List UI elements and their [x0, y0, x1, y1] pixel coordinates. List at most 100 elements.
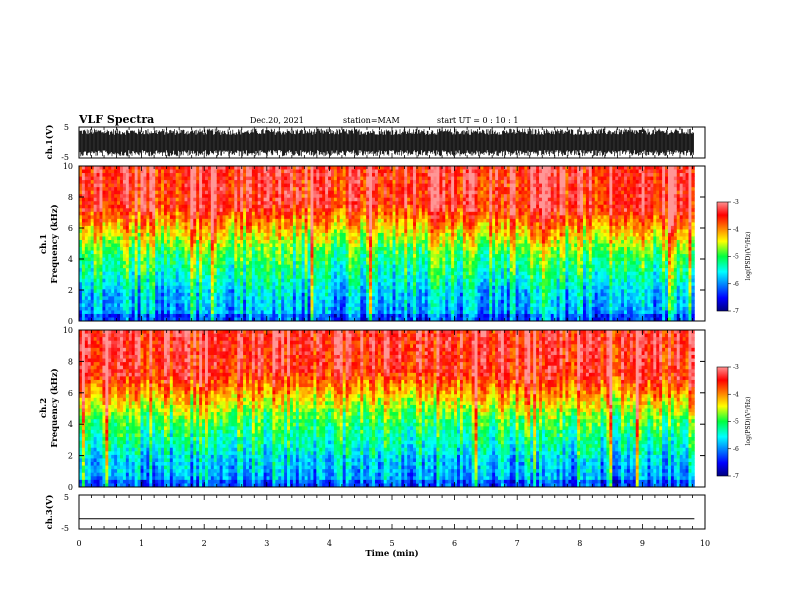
ch1-spectrogram-cell	[225, 306, 229, 311]
ch1-spectrogram-cell	[243, 169, 247, 174]
ch1-spectrogram-cell	[108, 201, 112, 206]
ch1-spectrogram-cell	[155, 306, 159, 311]
ch1-spectrogram-cell	[134, 261, 139, 266]
ch1-spectrogram-cell	[178, 232, 182, 237]
ch1-spectrogram-cell	[205, 187, 209, 192]
ch1-spectrogram-cell	[137, 275, 141, 280]
ch1-spectrogram-cell	[117, 303, 121, 308]
ch1-spectrogram-cell	[316, 197, 320, 202]
ch1-spectrogram-cell	[257, 180, 262, 185]
ch1-spectrogram-cell	[202, 218, 206, 223]
ch1-spectrogram-cell	[240, 197, 244, 202]
ch1-spectrogram-cell	[205, 268, 209, 273]
ch1-spectrogram-cell	[196, 201, 200, 206]
ch1-spectrogram-cell	[114, 204, 118, 209]
ch1-spectrogram-cell	[219, 310, 223, 315]
ch1-spectrogram-cell	[122, 222, 127, 227]
ch1-spectrogram-cell	[401, 243, 405, 248]
ch1-spectrogram-cell	[257, 166, 262, 170]
ch1-spectrogram-cell	[248, 211, 253, 216]
ch1-spectrogram-cell	[108, 215, 112, 220]
ch1-spectrogram-cell	[184, 278, 188, 283]
ch1-spectrogram-cell	[190, 218, 194, 223]
ch1-spectrogram-cell	[155, 285, 159, 290]
ch1-spectrogram-cell	[392, 275, 396, 280]
ch1-spectrogram-cell	[202, 197, 206, 202]
ch1-spectrogram-cell	[134, 225, 139, 230]
ch1-spectrogram-cell	[234, 204, 238, 209]
ch1-spectrogram-cell	[152, 176, 156, 181]
ch1-spectrogram-cell	[81, 282, 86, 287]
ch1-spectrogram-cell	[187, 317, 191, 321]
ch1-spectrogram-cell	[134, 275, 139, 280]
ch1-spectrogram-cell	[163, 268, 168, 273]
ch1-spectrogram-cell	[146, 194, 150, 199]
ch1-spectrogram-cell	[166, 271, 171, 276]
ch1-spectrogram-cell	[102, 289, 106, 294]
ch1-spectrogram-cell	[134, 169, 139, 174]
ch1-spectrogram-cell	[134, 201, 139, 206]
ch1-spectrogram-cell	[152, 169, 156, 174]
ch1-spectrogram-cell	[111, 264, 115, 269]
ch1-spectrogram-cell	[84, 208, 89, 213]
ch1-spectrogram-cell	[366, 313, 370, 318]
ch1-spectrogram-cell	[263, 285, 267, 290]
ch1-spectrogram-cell	[222, 183, 226, 188]
ch1-spectrogram-cell	[175, 173, 180, 177]
ch1-spectrogram-cell	[81, 278, 86, 283]
ch1-spectrogram-cell	[175, 180, 180, 185]
ch1-spectrogram-cell	[222, 218, 226, 223]
ch1-spectrogram-cell	[169, 225, 174, 230]
ch1-spectrogram-cell	[377, 243, 382, 248]
ch1-spectrogram-cell	[319, 236, 323, 241]
ch1-spectrogram-cell	[166, 183, 171, 188]
ch1-spectrogram-cell	[386, 215, 391, 220]
ch1-spectrogram-cell	[289, 232, 294, 237]
ch1-spectrogram-cell	[316, 183, 320, 188]
ch1-spectrogram-cell	[84, 250, 89, 255]
ch1-spectrogram-cell	[228, 264, 232, 269]
ch1-spectrogram-cell	[169, 278, 174, 283]
ch1-spectrogram-cell	[357, 201, 361, 206]
ch1-spectrogram-cell	[257, 289, 262, 294]
ch1-spectrogram-cell	[383, 166, 388, 170]
ch1-spectrogram-cell	[84, 169, 89, 174]
ch1-spectrogram-cell	[128, 180, 133, 185]
ch1-spectrogram-cell	[111, 285, 115, 290]
ch1-spectrogram-cell	[114, 211, 118, 216]
ch1-spectrogram-cell	[216, 169, 221, 174]
ch1-spectrogram-cell	[213, 204, 218, 209]
ch1-spectrogram-cell	[372, 310, 376, 315]
ch1-spectrogram-cell	[225, 254, 229, 258]
ch1-spectrogram-cell	[345, 194, 349, 199]
ch1-spectrogram-cell	[166, 229, 171, 234]
ch1-spectrogram-cell	[319, 232, 323, 237]
ch1-spectrogram-cell	[310, 247, 314, 251]
ch1-spectrogram-cell	[360, 176, 364, 181]
ch1-spectrogram-cell	[404, 211, 408, 216]
ch1-spectrogram-cell	[137, 215, 141, 220]
ch1-spectrogram-cell	[149, 299, 153, 304]
ch1-spectrogram-cell	[228, 306, 232, 311]
ch1-spectrogram-cell	[348, 310, 352, 315]
ch1-spectrogram-cell	[251, 278, 256, 283]
ch1-spectrogram-cell	[395, 257, 399, 262]
ch1-spectrogram-cell	[401, 225, 405, 230]
ch1-spectrogram-cell	[96, 310, 100, 315]
ch1-spectrogram-cell	[87, 289, 92, 294]
ch1-spectrogram-cell	[304, 289, 308, 294]
ch1-spectrogram-cell	[96, 282, 100, 287]
ch1-spectrogram-cell	[272, 292, 276, 297]
ch1-spectrogram-cell	[228, 243, 232, 248]
ch1-spectrogram-cell	[246, 176, 250, 181]
ch1-spectrogram-cell	[199, 268, 203, 273]
ch1-spectrogram-cell	[87, 313, 92, 318]
ch1-spectrogram-cell	[184, 180, 188, 185]
ch1-spectrogram-cell	[207, 257, 212, 262]
ch1-spectrogram-cell	[272, 264, 276, 269]
ch1-spectrogram-cell	[131, 285, 136, 290]
ch1-spectrogram-cell	[228, 166, 232, 170]
ch1-spectrogram-cell	[257, 257, 262, 262]
ch1-spectrogram-cell	[263, 289, 267, 294]
ch1-spectrogram-cell	[131, 313, 136, 318]
